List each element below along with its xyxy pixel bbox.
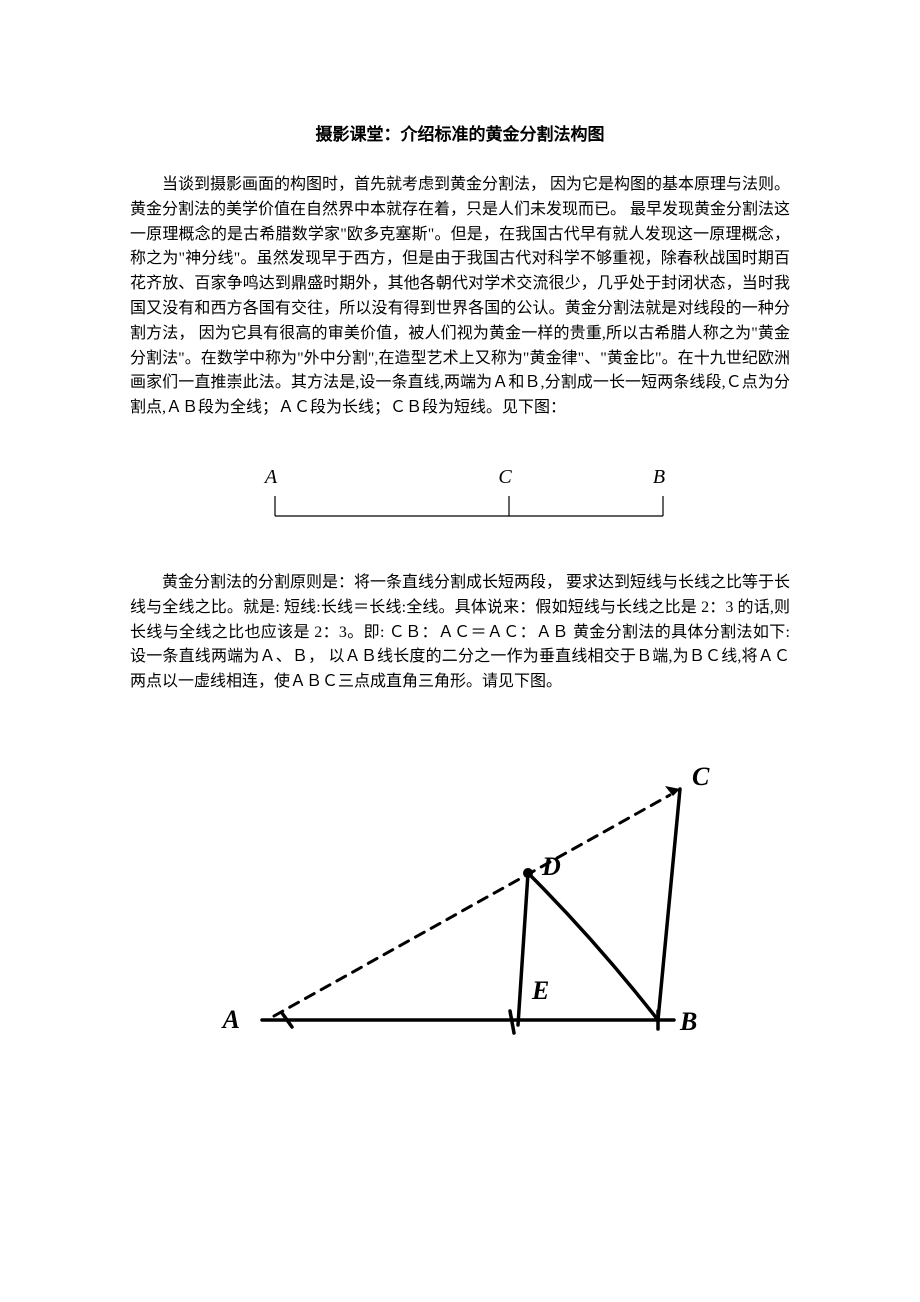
svg-text:B: B: [679, 1007, 697, 1036]
page-title: 摄影课堂：介绍标准的黄金分割法构图: [130, 120, 790, 145]
svg-text:A: A: [263, 466, 278, 488]
paragraph-1: 当谈到摄影画面的构图时，首先就考虑到黄金分割法， 因为它是构图的基本原理与法则。…: [130, 173, 790, 421]
diagram-triangle-svg: A B C D E: [190, 735, 730, 1075]
svg-text:E: E: [531, 976, 549, 1005]
svg-text:B: B: [653, 466, 665, 488]
svg-text:D: D: [541, 852, 561, 881]
svg-text:C: C: [498, 466, 512, 488]
paragraph-2: 黄金分割法的分割原则是：将一条直线分割成长短两段， 要求达到短线与长线之比等于长…: [130, 571, 790, 695]
diagram-line-abc-svg: ACB: [245, 461, 675, 531]
diagram-triangle-construction: A B C D E: [130, 735, 790, 1075]
svg-text:C: C: [692, 762, 710, 791]
svg-text:A: A: [221, 1005, 240, 1034]
diagram-line-abc: ACB: [130, 461, 790, 531]
